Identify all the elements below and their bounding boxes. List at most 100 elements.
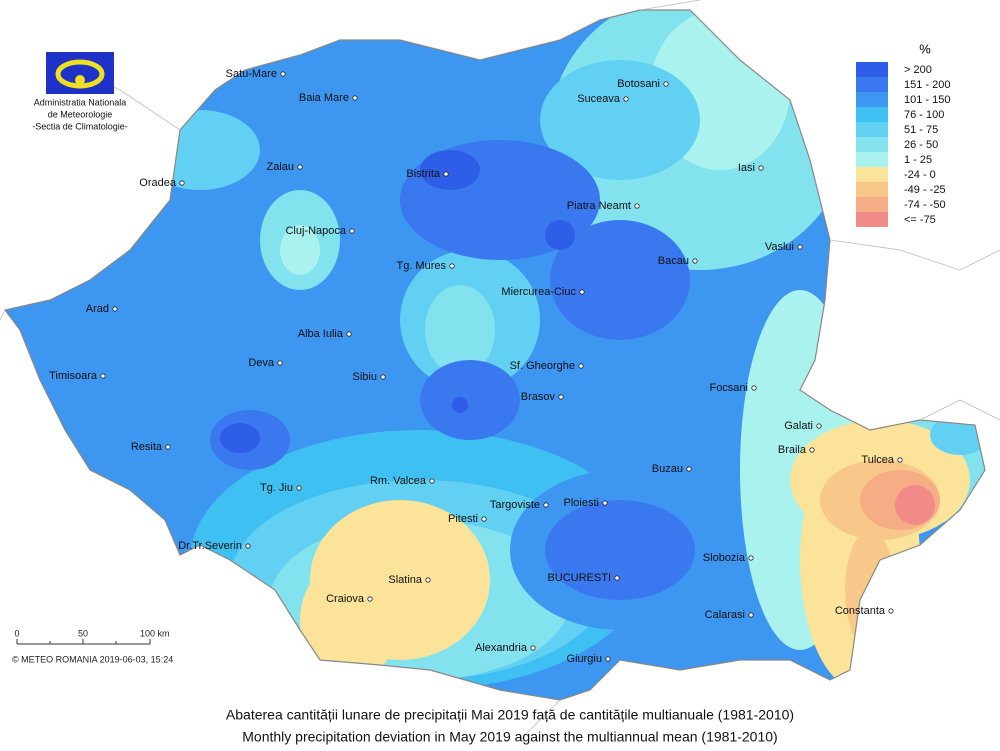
city-label: Alexandria [475, 642, 528, 654]
city-dot [748, 612, 754, 618]
city-dot [429, 478, 435, 484]
legend-swatch [856, 62, 888, 77]
city-dot [277, 360, 283, 366]
caption-en: Monthly precipitation deviation in May 2… [242, 729, 777, 745]
city-label: Vaslui [765, 241, 794, 253]
city-label: Rm. Valcea [370, 475, 427, 487]
city-dot [558, 394, 564, 400]
field-zone [420, 360, 520, 440]
logo-ring [55, 59, 105, 89]
logo-sun [75, 75, 85, 85]
city-label: Resita [131, 441, 163, 453]
city-label: Slobozia [703, 552, 746, 564]
city-label: Cluj-Napoca [285, 225, 346, 237]
city-label: Sf. Gheorghe [510, 360, 575, 372]
city-dot [280, 71, 286, 77]
city-dot [296, 485, 302, 491]
legend-swatch [856, 137, 888, 152]
city-label: Bacau [658, 255, 689, 267]
city-label: Satu-Mare [226, 68, 277, 80]
city-dot [686, 466, 692, 472]
city-dot [443, 171, 449, 177]
legend-label: -24 - 0 [904, 169, 936, 181]
city-dot [481, 516, 487, 522]
city-label: Tulcea [861, 454, 894, 466]
city-label: Arad [86, 303, 109, 315]
credit: © METEO ROMANIA 2019-06-03, 15:24 [12, 654, 173, 664]
logo-text: de Meteorologie [48, 109, 113, 119]
legend-label: 26 - 50 [904, 139, 938, 151]
city-label: Braila [778, 444, 807, 456]
city-dot [605, 656, 611, 662]
city-label: Buzau [652, 463, 683, 475]
city-dot [634, 203, 640, 209]
legend-swatch [856, 182, 888, 197]
city-label: Botosani [617, 78, 660, 90]
city-label: Galati [784, 420, 813, 432]
legend-swatch [856, 167, 888, 182]
field-zone [280, 225, 320, 275]
city-label: Slatina [388, 574, 423, 586]
city-label: Deva [248, 357, 275, 369]
city-dot [578, 363, 584, 369]
city-label: Iasi [738, 162, 755, 174]
city-label: Dr.Tr.Severin [178, 540, 242, 552]
city-label: Calarasi [705, 609, 745, 621]
city-dot [112, 306, 118, 312]
legend-label: <= -75 [904, 214, 936, 226]
city-dot [349, 228, 355, 234]
city-dot [579, 289, 585, 295]
city-dot [663, 81, 669, 87]
city-dot [543, 502, 549, 508]
field-zone [425, 285, 495, 375]
field-zone [545, 500, 695, 600]
city-label: Pitesti [448, 513, 478, 525]
city-dot [816, 423, 822, 429]
city-dot [425, 577, 431, 583]
city-dot [614, 575, 620, 581]
field-zone [452, 397, 468, 413]
field-zone [895, 485, 935, 525]
city-labels: Satu-Mare Baia Mare Botosani Suceava Zalau Or… [49, 68, 903, 665]
city-label: Timisoara [49, 370, 98, 382]
field-zone [845, 530, 895, 650]
legend-label: 151 - 200 [904, 79, 950, 91]
city-label: Tg. Jiu [260, 482, 293, 494]
city-dot [602, 500, 608, 506]
legend-title: % [919, 41, 931, 56]
city-dot [352, 95, 358, 101]
field-zone [300, 560, 400, 680]
city-dot [748, 555, 754, 561]
scale-bar [16, 639, 151, 645]
city-dot [449, 263, 455, 269]
city-label: Craiova [326, 593, 365, 605]
city-label: Bistrita [406, 168, 441, 180]
caption-ro: Abaterea cantității lunare de precipitaț… [226, 707, 794, 723]
legend-swatch [856, 197, 888, 212]
city-label: Sibiu [353, 371, 377, 383]
field-zone [550, 220, 690, 340]
logo-text: Administratia Nationala [34, 97, 127, 107]
city-dot [245, 543, 251, 549]
field-zone [540, 60, 700, 180]
city-dot [346, 331, 352, 337]
city-label: Targoviste [490, 499, 540, 511]
legend-swatch [856, 152, 888, 167]
city-dot [100, 373, 106, 379]
legend-label: -74 - -50 [904, 199, 946, 211]
city-dot [165, 444, 171, 450]
legend-label: -49 - -25 [904, 184, 946, 196]
legend-label: 1 - 25 [904, 154, 932, 166]
city-dot [809, 447, 815, 453]
city-label: Piatra Neamt [567, 200, 631, 212]
city-dot [530, 645, 536, 651]
field-zone [930, 415, 985, 455]
city-label: Ploiesti [564, 497, 599, 509]
city-label: BUCURESTI [547, 572, 611, 584]
city-dot [751, 385, 757, 391]
legend-label: 76 - 100 [904, 109, 944, 121]
city-label: Constanta [835, 605, 886, 617]
scale-label: 0 [14, 628, 19, 638]
legend-swatch [856, 212, 888, 227]
city-label: Giurgiu [567, 653, 602, 665]
